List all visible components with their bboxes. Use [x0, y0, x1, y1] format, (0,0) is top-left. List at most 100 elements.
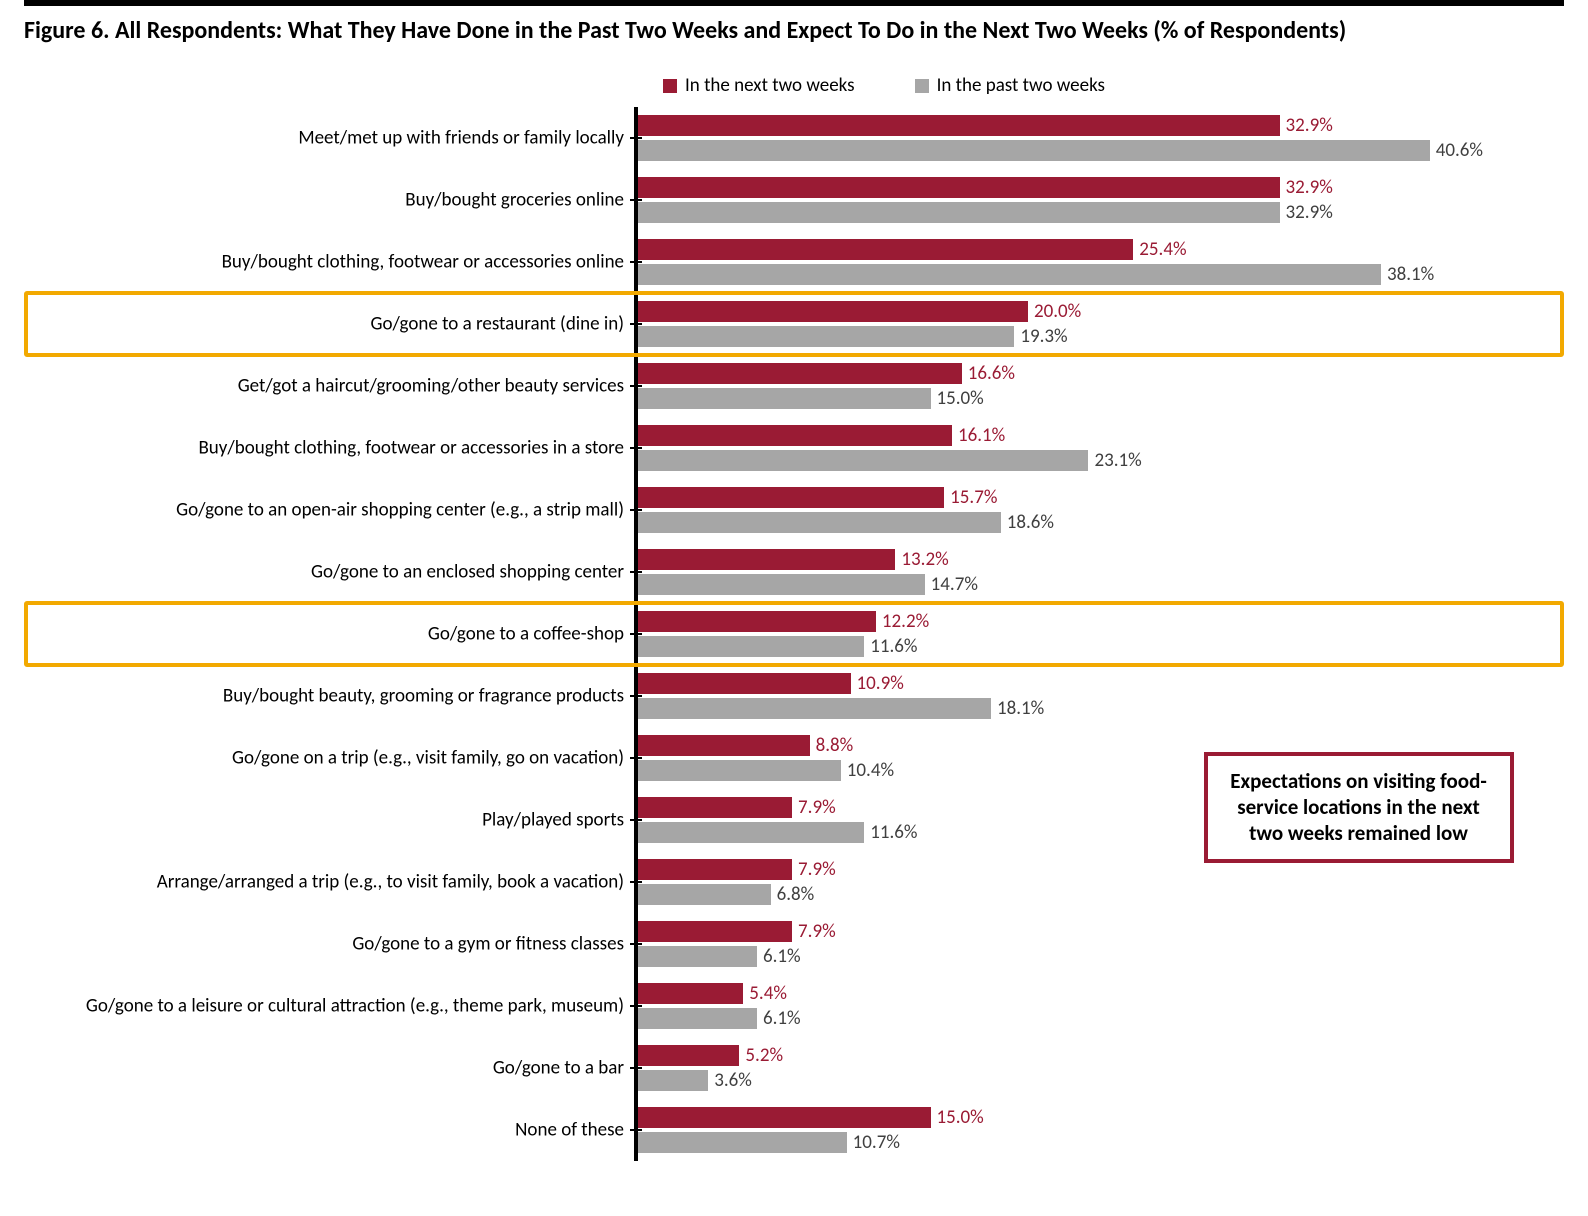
- bar-past: [638, 388, 931, 409]
- bar-value-next: 32.9%: [1286, 114, 1333, 137]
- bar-value-past: 11.6%: [870, 635, 917, 658]
- bar-past: [638, 1132, 847, 1153]
- bar-value-past: 32.9%: [1286, 201, 1333, 224]
- category-label: Buy/bought clothing, footwear or accesso…: [222, 251, 624, 274]
- label-row: Go/gone to an enclosed shopping center: [24, 541, 634, 603]
- bar-value-past: 23.1%: [1094, 449, 1141, 472]
- bar-value-past: 18.1%: [997, 697, 1044, 720]
- label-row: Go/gone to a coffee-shop: [24, 603, 634, 665]
- bar-row: 10.9% 18.1%: [638, 665, 1564, 727]
- bar-value-next: 7.9%: [798, 796, 836, 819]
- legend-item-next: In the next two weeks: [663, 74, 855, 97]
- label-row: Buy/bought clothing, footwear or accesso…: [24, 417, 634, 479]
- axis-tick: [630, 1067, 642, 1069]
- bar-value-next: 20.0%: [1034, 300, 1081, 323]
- bar-row: 32.9%32.9%: [638, 169, 1564, 231]
- bar-row: 15.0%10.7%: [638, 1099, 1564, 1161]
- figure-title: Figure 6. All Respondents: What They Hav…: [24, 16, 1564, 46]
- category-label: Buy/bought groceries online: [405, 189, 624, 212]
- label-row: Go/gone on a trip (e.g., visit family, g…: [24, 727, 634, 789]
- axis-tick: [630, 385, 642, 387]
- axis-tick: [630, 261, 642, 263]
- bar-next: [638, 425, 952, 446]
- callout-box: Expectations on visiting food-service lo…: [1204, 752, 1514, 863]
- bar-value-past: 6.1%: [763, 945, 801, 968]
- axis-tick: [630, 695, 642, 697]
- bar-value-next: 25.4%: [1139, 238, 1186, 261]
- bar-next: [638, 735, 810, 756]
- axis-tick: [630, 757, 642, 759]
- category-label: None of these: [515, 1119, 624, 1142]
- bar-value-next: 15.0%: [937, 1106, 984, 1129]
- label-row: Buy/bought clothing, footwear or accesso…: [24, 231, 634, 293]
- bar-row: 16.1% 23.1%: [638, 417, 1564, 479]
- label-row: Buy/bought beauty, grooming or fragrance…: [24, 665, 634, 727]
- chart-area: Meet/met up with friends or family local…: [24, 107, 1564, 1161]
- bar-past: [638, 822, 864, 843]
- bar-row: 12.2%11.6%: [638, 603, 1564, 665]
- bar-past: [638, 574, 925, 595]
- bar-row: 32.9% 40.6%: [638, 107, 1564, 169]
- axis-tick: [630, 571, 642, 573]
- bar-value-past: 40.6%: [1436, 139, 1483, 162]
- bar-value-next: 7.9%: [798, 920, 836, 943]
- label-row: Go/gone to a bar: [24, 1037, 634, 1099]
- bar-past: [638, 512, 1001, 533]
- bar-value-past: 3.6%: [714, 1069, 752, 1092]
- category-label: Go/gone to an enclosed shopping center: [311, 561, 624, 584]
- bar-value-past: 38.1%: [1387, 263, 1434, 286]
- category-label: Buy/bought clothing, footwear or accesso…: [198, 437, 624, 460]
- bar-value-next: 10.9%: [857, 672, 904, 695]
- axis-tick: [630, 447, 642, 449]
- bar-value-past: 19.3%: [1020, 325, 1067, 348]
- bar-next: [638, 611, 876, 632]
- label-row: Get/got a haircut/grooming/other beauty …: [24, 355, 634, 417]
- label-row: Go/gone to a gym or fitness classes: [24, 913, 634, 975]
- bar-value-next: 5.2%: [745, 1044, 783, 1067]
- bar-past: [638, 1070, 708, 1091]
- legend-label-past: In the past two weeks: [937, 74, 1105, 97]
- bar-value-next: 13.2%: [901, 548, 948, 571]
- bar-row: 5.2%3.6%: [638, 1037, 1564, 1099]
- category-label: Go/gone to a coffee-shop: [428, 623, 624, 646]
- top-rule: [24, 0, 1564, 6]
- bar-row: 20.0%19.3%: [638, 293, 1564, 355]
- axis-tick: [630, 1129, 642, 1131]
- bar-value-past: 10.4%: [847, 759, 894, 782]
- category-label: Buy/bought beauty, grooming or fragrance…: [223, 685, 624, 708]
- bar-row: 7.9%6.1%: [638, 913, 1564, 975]
- category-label: Go/gone to an open-air shopping center (…: [176, 499, 624, 522]
- axis-tick: [630, 819, 642, 821]
- bar-past: [638, 140, 1430, 161]
- bar-past: [638, 698, 991, 719]
- bar-past: [638, 1008, 757, 1029]
- bar-next: [638, 301, 1028, 322]
- bar-past: [638, 760, 841, 781]
- bar-value-next: 16.1%: [958, 424, 1005, 447]
- category-label: Go/gone on a trip (e.g., visit family, g…: [232, 747, 624, 770]
- bar-value-next: 7.9%: [798, 858, 836, 881]
- bar-row: 15.7%18.6%: [638, 479, 1564, 541]
- bar-past: [638, 450, 1088, 471]
- label-row: Buy/bought groceries online: [24, 169, 634, 231]
- category-label: Play/played sports: [482, 809, 624, 832]
- bars-column: 32.9% 40.6% 32.9%32.9% 25.4% 38.1% 20.0%19.3%…: [638, 107, 1564, 1161]
- bar-row: 5.4%6.1%: [638, 975, 1564, 1037]
- label-row: Meet/met up with friends or family local…: [24, 107, 634, 169]
- bar-next: [638, 363, 962, 384]
- bar-next: [638, 177, 1280, 198]
- axis-tick: [630, 323, 642, 325]
- axis-tick: [630, 137, 642, 139]
- bar-next: [638, 983, 743, 1004]
- bar-past: [638, 636, 864, 657]
- label-row: Arrange/arranged a trip (e.g., to visit …: [24, 851, 634, 913]
- legend-label-next: In the next two weeks: [685, 74, 855, 97]
- bar-value-past: 6.8%: [777, 883, 815, 906]
- label-row: Go/gone to a leisure or cultural attract…: [24, 975, 634, 1037]
- axis-tick: [630, 881, 642, 883]
- bar-next: [638, 797, 792, 818]
- labels-column: Meet/met up with friends or family local…: [24, 107, 634, 1161]
- bar-next: [638, 921, 792, 942]
- bar-past: [638, 326, 1014, 347]
- bar-next: [638, 549, 895, 570]
